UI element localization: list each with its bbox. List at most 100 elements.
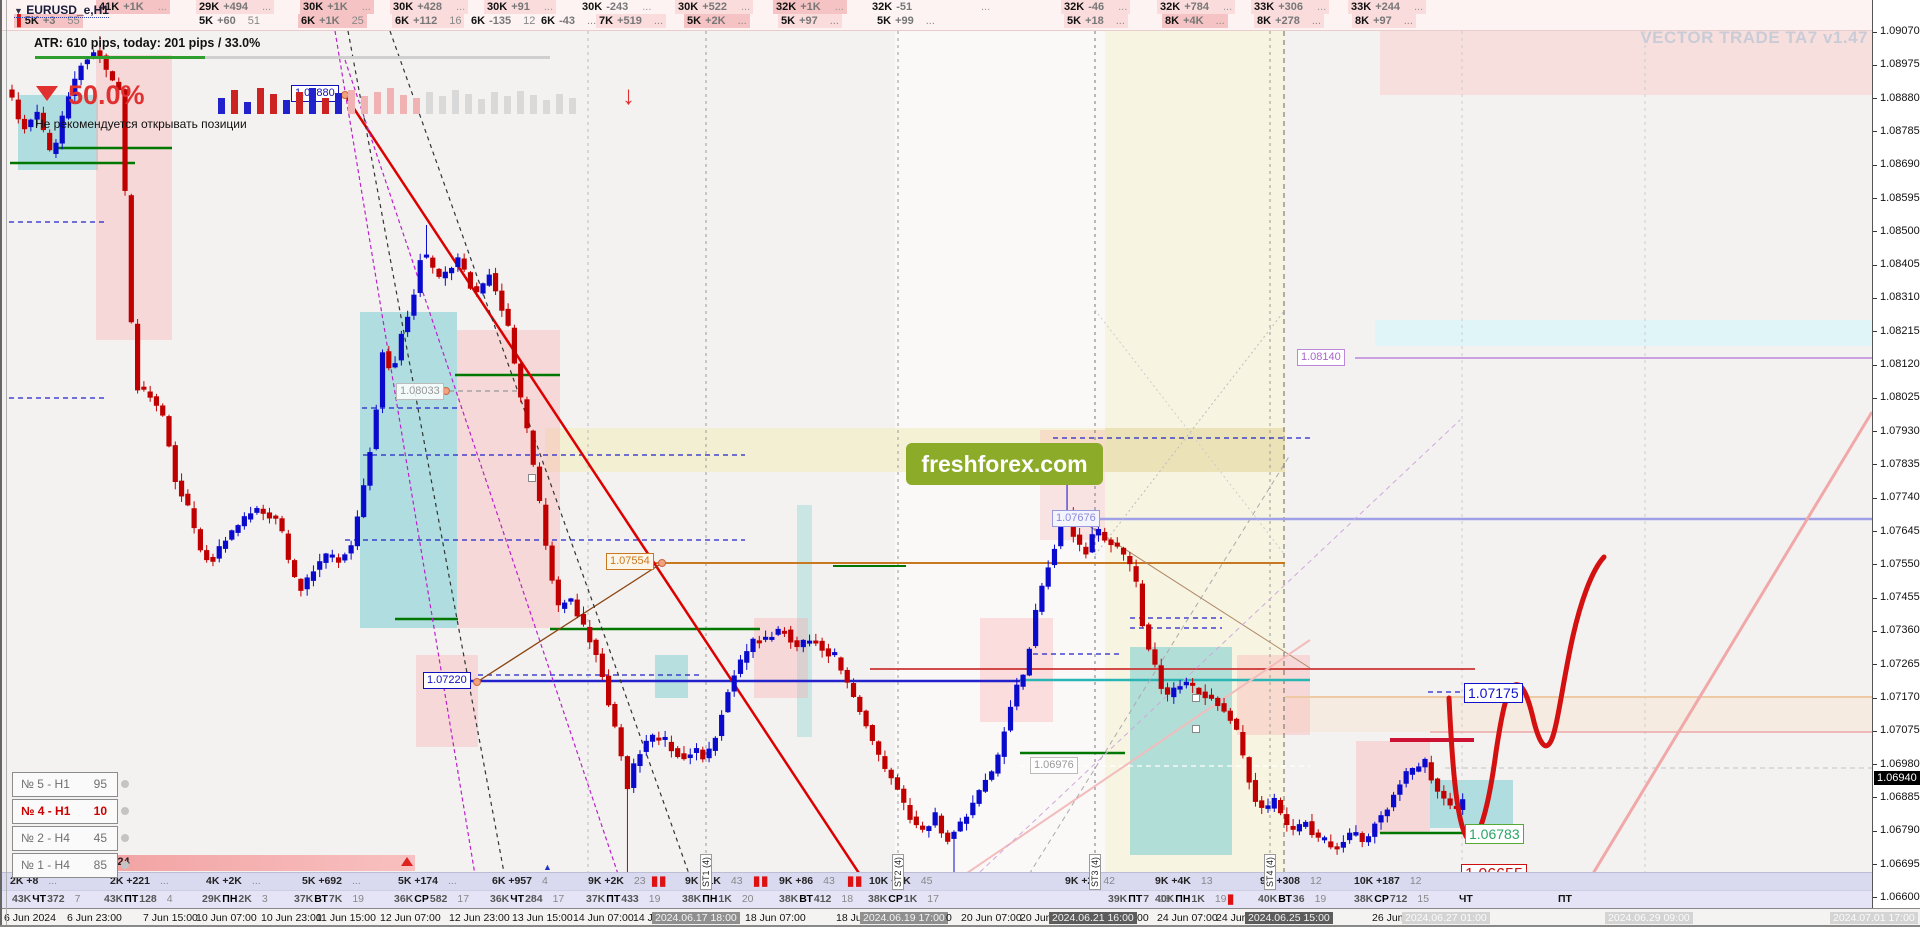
trend-line[interactable] [1094, 309, 1286, 556]
trend-line[interactable] [334, 30, 481, 906]
price-level-label[interactable]: 1.08033 [396, 383, 444, 400]
candle-body [781, 630, 788, 634]
object-anchor-dot[interactable] [658, 559, 666, 567]
candle-body [53, 142, 59, 154]
strategy-button[interactable]: № 4 - H1 10 [12, 799, 118, 824]
session-volume-cell: 40KВТ36 19 [1258, 893, 1327, 905]
dropdown-triangle-icon[interactable]: ▼ [14, 6, 23, 16]
candle-body [411, 294, 417, 316]
candle-body [47, 132, 53, 151]
zone-box[interactable] [1237, 655, 1310, 735]
candle-body [876, 741, 882, 755]
window-bottom-border [0, 925, 1920, 927]
trend-line[interactable] [1572, 411, 1872, 906]
price-level-label[interactable]: 1.07220 [423, 672, 471, 689]
price-chart[interactable] [0, 0, 1872, 906]
session-volume-cell: 38KСР1K 17 [868, 893, 939, 905]
candle-body [1164, 687, 1171, 695]
candle-body [135, 323, 141, 391]
axis-tick [1873, 597, 1877, 599]
histogram-bar [426, 92, 433, 114]
trend-line[interactable] [343, 94, 882, 906]
strategy-button-value: 45 [93, 831, 107, 845]
trend-line[interactable] [476, 562, 663, 683]
swing-target-label[interactable]: ST2 (4) [892, 853, 905, 891]
candle-body [631, 763, 637, 788]
time-axis-label: 2024.06.19 17:00 [860, 912, 948, 924]
strategy-button-label: № 4 - H1 [21, 804, 71, 818]
price-level-label[interactable]: 1.06783 [1465, 824, 1524, 844]
candle-body [1447, 798, 1453, 806]
zone-box[interactable] [18, 95, 98, 170]
selection-handle[interactable] [1192, 725, 1200, 733]
zone-box[interactable] [655, 655, 688, 698]
swing-target-label[interactable]: ST3 (4) [1089, 853, 1102, 891]
candle-body [1277, 800, 1284, 814]
trend-line[interactable] [919, 639, 1311, 906]
zone-box[interactable] [1356, 741, 1430, 833]
selection-handle[interactable] [1192, 694, 1200, 702]
zone-box[interactable] [96, 55, 172, 340]
candle-body [166, 416, 172, 447]
candle-body [405, 316, 411, 333]
swing-target-label[interactable]: ST4 (4) [1264, 853, 1277, 891]
axis-price-label: 1.08120 [1880, 358, 1920, 370]
session-volume-cell: 43KПТ128 4 [104, 893, 173, 905]
candle-body [65, 96, 72, 119]
axis-price-label: 1.06980 [1880, 757, 1920, 770]
candle-body [480, 283, 486, 294]
axis-price-label: 1.06885 [1880, 790, 1920, 803]
trend-line[interactable] [389, 30, 701, 906]
time-axis[interactable]: 6 Jun 2024 6 Jun 23:00 7 Jun 15:00 10 Jun 0… [0, 908, 1920, 927]
zone-box[interactable] [754, 618, 808, 698]
candle-body [913, 816, 919, 826]
zone-box[interactable] [457, 330, 560, 628]
price-level-label[interactable]: 1.07554 [606, 553, 654, 570]
trend-line[interactable] [1009, 454, 1291, 906]
symbol-title[interactable]: ▼ EURUSD_e,H1 [14, 3, 109, 18]
strategy-button[interactable]: № 1 - H4 85 [12, 853, 118, 878]
axis-tick [1873, 464, 1877, 466]
zone-box[interactable] [1430, 780, 1513, 828]
volume-cell: 6K +112 16 [392, 14, 465, 28]
signal-percent: 50.0% [68, 80, 145, 110]
price-level-label[interactable]: 1.07175 [1464, 683, 1523, 703]
strategy-button[interactable]: № 2 - H4 45 [12, 826, 118, 851]
candle-body [970, 802, 976, 816]
candle-body [775, 628, 781, 635]
price-axis[interactable]: 1.09070 1.08975 1.08880 1.08785 1.08690 1.085… [1872, 0, 1920, 927]
price-level-label[interactable]: 1.08140 [1297, 349, 1345, 366]
price-level-label[interactable]: 1.06976 [1030, 757, 1078, 774]
candle-body [417, 260, 423, 293]
swing-target-label[interactable]: ST1 (4) [700, 853, 713, 891]
candle-body [693, 748, 700, 753]
volume-cell: 5K +99... [877, 15, 935, 27]
volume-cell: 30K +91... [484, 0, 557, 14]
price-level-label[interactable]: 1.07676 [1052, 510, 1100, 527]
time-axis-label: 12 Jun 07:00 [380, 912, 441, 924]
background-band [1285, 697, 1872, 732]
histogram-bar [543, 100, 550, 114]
strategy-button[interactable]: № 5 - H1 95 [12, 772, 118, 797]
candle-body [536, 466, 543, 501]
session-volume-cell: 38KВТ412 18 [779, 893, 854, 905]
candle-body [932, 812, 938, 826]
session-volume-cell: 40KПН1K 19 [1155, 893, 1227, 905]
trend-line[interactable] [979, 419, 1461, 873]
object-anchor-dot[interactable] [473, 678, 481, 686]
candle-body [72, 78, 78, 96]
histogram-bar [361, 96, 368, 114]
candle-body [342, 554, 348, 561]
histogram-bar [387, 88, 394, 114]
candle-body [656, 737, 662, 741]
axis-tick [1873, 297, 1877, 299]
volume-cell: 5K +60 51 [199, 15, 260, 27]
zone-box[interactable] [416, 655, 478, 747]
candle-body [235, 525, 241, 533]
time-axis-label: 20 Jun [1020, 912, 1052, 924]
candle-body [1271, 797, 1277, 809]
time-axis-label: 00 [1137, 912, 1149, 924]
selection-handle[interactable] [528, 474, 536, 482]
candle-body [750, 638, 756, 653]
zone-box[interactable] [360, 312, 457, 628]
